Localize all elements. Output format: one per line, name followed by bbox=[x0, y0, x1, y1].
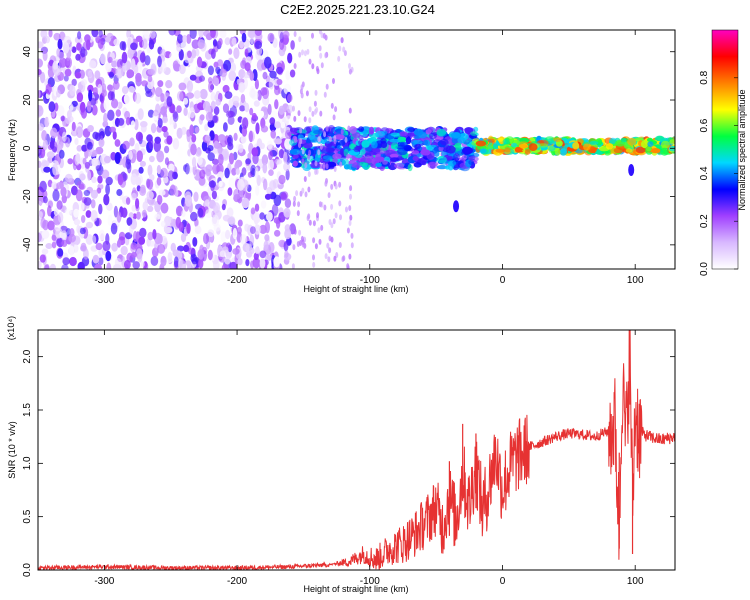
heatmap-feature bbox=[453, 200, 460, 213]
y-tick-label: 1.5 bbox=[22, 403, 33, 417]
spectrogram-heatmap bbox=[38, 30, 675, 269]
colorbar: 0.0 0.2 0.4 0.6 0.8 Normalized spectral ampl… bbox=[699, 29, 747, 276]
y-tick-label: 0.0 bbox=[22, 563, 33, 577]
colorbar-label: Normalized spectral amplitude bbox=[737, 89, 747, 210]
colorbar-ticks: 0.0 0.2 0.4 0.6 0.8 bbox=[699, 70, 738, 276]
heatmap-region bbox=[288, 125, 480, 172]
x-tick-label: 0 bbox=[500, 275, 506, 286]
y-tick-label: -20 bbox=[22, 189, 33, 204]
y-tick-label: 0.5 bbox=[22, 509, 33, 523]
heatmap-region bbox=[38, 30, 296, 269]
snr-y-multiplier: (x10⁴) bbox=[6, 316, 16, 340]
heatmap-feature bbox=[114, 151, 121, 164]
y-tick-label: -40 bbox=[22, 237, 33, 252]
x-tick-label: -200 bbox=[227, 576, 247, 587]
x-tick-label: -100 bbox=[360, 576, 380, 587]
x-tick-label: 100 bbox=[627, 275, 644, 286]
spectrogram-x-axis-label: Height of straight line (km) bbox=[303, 284, 408, 294]
x-tick-label: 0 bbox=[500, 576, 506, 587]
x-tick-label: -100 bbox=[360, 275, 380, 286]
heatmap-transition bbox=[291, 30, 354, 269]
snr-series bbox=[38, 330, 675, 570]
x-tick-label: -300 bbox=[94, 576, 114, 587]
colorbar-tick-label: 0.2 bbox=[699, 214, 710, 228]
x-tick-label: 100 bbox=[627, 576, 644, 587]
snr-line bbox=[38, 330, 675, 570]
spectrogram-y-axis-label: Frequency (Hz) bbox=[7, 119, 17, 181]
spectrogram-frame bbox=[37, 29, 676, 270]
chart-title: C2E2.2025.221.23.10.G24 bbox=[280, 2, 435, 17]
y-tick-label: 1.0 bbox=[22, 456, 33, 470]
heatmap-region bbox=[471, 135, 675, 156]
colorbar-tick-label: 0.0 bbox=[699, 262, 710, 276]
snr-x-axis-label: Height of straight line (km) bbox=[303, 584, 408, 594]
x-tick-label: -300 bbox=[94, 275, 114, 286]
y-tick-label: 0 bbox=[22, 145, 33, 151]
colorbar-tick-label: 0.6 bbox=[699, 118, 710, 132]
colorbar-tick-label: 0.8 bbox=[699, 70, 710, 84]
y-tick-label: 2.0 bbox=[22, 349, 33, 363]
snr-y-axis-label: SNR (10 * v/v) bbox=[7, 421, 17, 479]
colorbar-gradient bbox=[711, 29, 739, 270]
x-tick-label: -200 bbox=[227, 275, 247, 286]
colorbar-tick-label: 0.4 bbox=[699, 166, 710, 180]
snr-axes: -300 -200 -100 0 100 0.0 0.5 1.0 1.5 2.0 bbox=[22, 330, 675, 587]
snr-panel: -300 -200 -100 0 100 0.0 0.5 1.0 1.5 2.0 Height o… bbox=[6, 316, 676, 594]
y-tick-label: 20 bbox=[22, 94, 33, 106]
y-tick-label: 40 bbox=[22, 46, 33, 58]
heatmap-feature bbox=[628, 164, 635, 177]
snr-frame bbox=[37, 329, 676, 571]
